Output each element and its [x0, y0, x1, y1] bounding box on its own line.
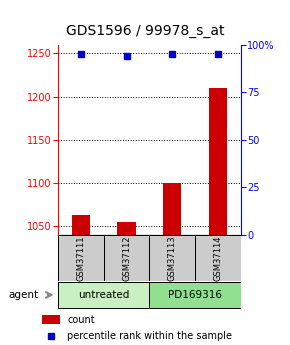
Bar	[58, 282, 149, 308]
Bar	[58, 235, 104, 281]
Bar	[149, 282, 241, 308]
Bar	[117, 222, 136, 235]
Text: untreated: untreated	[78, 290, 129, 300]
Bar	[149, 235, 195, 281]
Text: GSM37111: GSM37111	[76, 235, 85, 280]
Bar	[163, 183, 181, 235]
Text: GSM37114: GSM37114	[213, 235, 222, 280]
Bar	[195, 235, 241, 281]
Text: count: count	[67, 315, 95, 325]
Text: percentile rank within the sample: percentile rank within the sample	[67, 331, 232, 341]
Text: PD169316: PD169316	[168, 290, 222, 300]
Text: GSM37113: GSM37113	[168, 235, 177, 281]
Text: GDS1596 / 99978_s_at: GDS1596 / 99978_s_at	[66, 24, 224, 38]
Bar	[72, 215, 90, 235]
Bar	[42, 315, 60, 324]
Text: agent: agent	[9, 290, 39, 300]
Text: GSM37112: GSM37112	[122, 235, 131, 280]
Bar	[209, 88, 227, 235]
Bar	[104, 235, 149, 281]
